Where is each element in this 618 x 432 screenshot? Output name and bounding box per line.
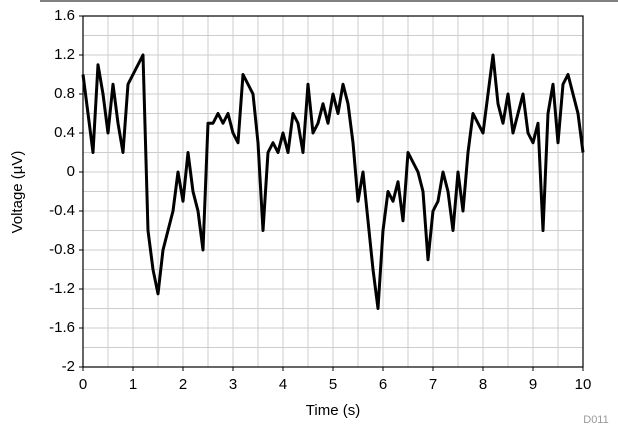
x-tick-label: 2 bbox=[179, 376, 187, 393]
y-tick-label: 0 bbox=[67, 163, 75, 180]
x-tick-label: 7 bbox=[429, 376, 437, 393]
x-tick-label: 9 bbox=[529, 376, 537, 393]
y-tick-label: -2 bbox=[62, 358, 75, 375]
y-axis-label: Voltage (µV) bbox=[9, 151, 26, 234]
x-tick-label: 3 bbox=[229, 376, 237, 393]
x-tick-label: 6 bbox=[379, 376, 387, 393]
x-tick-label: 1 bbox=[129, 376, 137, 393]
y-tick-label: -1.2 bbox=[49, 280, 75, 297]
x-tick-label: 4 bbox=[279, 376, 287, 393]
y-tick-label: -0.4 bbox=[49, 202, 75, 219]
x-tick-label: 10 bbox=[575, 376, 592, 393]
figure-id: D011 bbox=[583, 414, 608, 426]
y-tick-label: -0.8 bbox=[49, 241, 75, 258]
series-line bbox=[81, 53, 585, 310]
y-tick-label: 1.6 bbox=[54, 7, 75, 24]
x-tick-label: 8 bbox=[479, 376, 487, 393]
y-tick-label: 1.2 bbox=[54, 46, 75, 63]
x-tick-label: 0 bbox=[79, 376, 87, 393]
y-tick-label: 0.4 bbox=[54, 124, 75, 141]
y-tick-label: -1.6 bbox=[49, 319, 75, 336]
plot-frame bbox=[82, 15, 584, 368]
x-tick-label: 5 bbox=[329, 376, 337, 393]
x-axis-label: Time (s) bbox=[306, 402, 360, 419]
y-tick-label: 0.8 bbox=[54, 85, 75, 102]
